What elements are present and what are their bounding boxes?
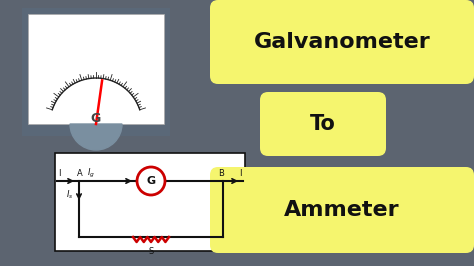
Text: A: A xyxy=(77,168,83,177)
Text: $I_g$: $I_g$ xyxy=(87,167,95,180)
Text: G: G xyxy=(91,111,101,124)
FancyBboxPatch shape xyxy=(210,167,474,253)
Bar xyxy=(22,8,170,136)
Text: B: B xyxy=(218,168,224,177)
Bar xyxy=(55,153,245,251)
Text: S: S xyxy=(148,247,154,256)
Text: To: To xyxy=(310,114,336,134)
Bar xyxy=(28,14,164,124)
FancyBboxPatch shape xyxy=(260,92,386,156)
FancyBboxPatch shape xyxy=(210,0,474,84)
Text: Galvanometer: Galvanometer xyxy=(254,32,430,52)
Circle shape xyxy=(137,167,165,195)
Text: G: G xyxy=(146,176,155,186)
Text: I: I xyxy=(58,168,60,177)
Text: Ammeter: Ammeter xyxy=(284,200,400,220)
Wedge shape xyxy=(70,124,122,150)
Text: $I_s$: $I_s$ xyxy=(66,189,73,201)
Text: I: I xyxy=(239,168,241,177)
